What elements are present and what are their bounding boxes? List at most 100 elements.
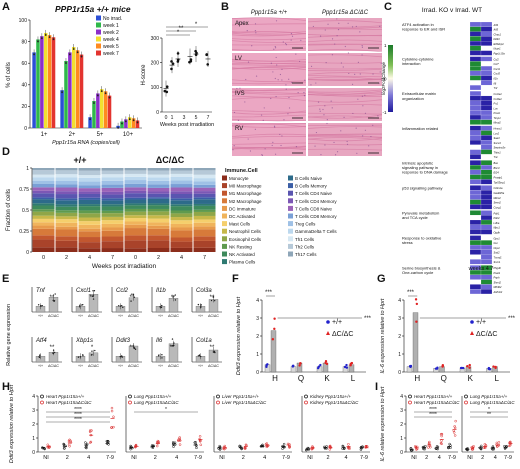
panel-h-heart-point: [110, 409, 114, 413]
panel-b-nucleus: [317, 101, 320, 103]
panel-a-legend-swatch: [96, 36, 101, 42]
panel-a-hscore-tick-label: 1: [171, 115, 174, 121]
panel-d-stacked-segment: [124, 211, 147, 216]
panel-d-group-label: +/+: [73, 155, 86, 165]
panel-c-heatmap-cell: [469, 80, 482, 86]
panel-f-category-label: K: [324, 374, 330, 383]
panel-g-ylabel: IL-6 expression relative to Hprt: [380, 298, 386, 373]
panel-d-stacked-segment: [147, 225, 170, 229]
panel-a-bar: [51, 37, 56, 128]
panel-c-heatmap-cell: [469, 61, 482, 67]
panel-h-lung-point: [198, 435, 202, 438]
panel-c-heatmap-cell: [480, 119, 493, 125]
panel-d-stacked-segment: [170, 230, 193, 238]
panel-a-legend-swatch: [96, 43, 101, 49]
panel-h-lung-point: [178, 437, 181, 441]
panel-f-bar: [270, 330, 277, 373]
panel-a-category-label: 1+: [41, 132, 48, 138]
panel-b-tissue-fiber: [307, 103, 383, 107]
panel-b-tissue-fiber: [231, 147, 307, 151]
panel-b-nucleus: [247, 138, 249, 140]
panel-d-legend-swatch: [288, 243, 293, 249]
panel-a-ylabel: % of cells: [6, 62, 12, 88]
panel-f-point: [265, 365, 268, 369]
panel-d-stacked-segment: [32, 170, 55, 175]
panel-e-point: [122, 306, 124, 309]
panel-b-nucleus: [303, 95, 306, 97]
panel-c-pathway-label: Response to oxidative: [402, 236, 442, 241]
panel-a-hscore-tick-label: 0: [165, 115, 168, 121]
panel-d-legend-swatch: [222, 259, 227, 265]
panel-d-legend-label: M0 Macrophage: [229, 184, 262, 189]
panel-e-gene-label: Cxcl1: [76, 288, 91, 294]
panel-d-stacked-segment: [32, 174, 55, 178]
panel-c-heatmap-cell: [480, 61, 493, 67]
panel-b-nucleus: [319, 110, 321, 112]
panel-a-point: [124, 120, 127, 123]
panel-a-point: [104, 92, 107, 95]
panel-b-nucleus: [275, 95, 277, 98]
panel-b-tissue-fiber: [307, 61, 383, 64]
panel-a-y-tick-label: 0: [24, 126, 27, 132]
panel-h-kidney-legend-label: Kidney Ppp1r15a+/+: [310, 394, 351, 399]
panel-c-heatmap-cell: [469, 210, 482, 216]
panel-d-stacked-segment: [170, 210, 193, 214]
panel-b-nucleus: [281, 68, 283, 70]
panel-c-heatmap-cell: [469, 244, 482, 250]
panel-b-nucleus: [255, 75, 258, 77]
panel-b-nucleus: [273, 125, 276, 127]
panel-g-point: [415, 320, 418, 323]
panel-d-stacked-segment: [170, 213, 193, 218]
panel-d-legend-swatch: [288, 198, 293, 204]
panel-c-gene-label: Ppp1r15a: [494, 51, 506, 55]
panel-d-stacked-segment: [78, 204, 101, 207]
panel-d-category-label: 0: [134, 255, 137, 261]
panel-e-point: [52, 352, 55, 355]
panel-b-nucleus: [279, 133, 281, 136]
panel-d-stacked-segment: [193, 170, 216, 175]
panel-d-legend-swatch: [288, 190, 293, 196]
panel-c-heatmap-cell: [480, 50, 493, 56]
panel-e-category-label: ΔC/ΔC: [208, 314, 219, 318]
panel-d-stacked-segment: [124, 168, 147, 171]
panel-d-y-tick-label: 0.75: [19, 187, 29, 193]
panel-d-stacked-segment: [32, 203, 55, 206]
panel-i-lung-sig-label: *: [488, 407, 490, 413]
panel-a-point: [80, 55, 83, 58]
panel-e-point: [200, 305, 202, 307]
panel-letter-D: D: [2, 146, 10, 158]
panel-i-heart-legend-marker: [408, 400, 412, 405]
panel-b-tissue-fiber: [231, 79, 307, 83]
panel-a-point: [33, 53, 35, 56]
panel-b-row-label: RV: [235, 126, 243, 132]
panel-d-stacked-segment: [193, 229, 216, 237]
panel-a-bar: [131, 118, 136, 128]
panel-letter-I: I: [375, 381, 378, 393]
panel-c-heatmap-cell: [480, 21, 493, 27]
panel-h-heart-point: [106, 439, 110, 443]
panel-b-nucleus: [297, 92, 299, 94]
panel-b-nucleus: [261, 154, 264, 156]
panel-f-legend-marker: [326, 331, 330, 335]
panel-d-stacked-segment: [124, 199, 147, 204]
panel-c-heatmap-cell: [469, 21, 482, 27]
panel-b-nucleus: [351, 83, 354, 85]
panel-d-stacked-segment: [170, 176, 193, 181]
panel-c-heatmap-cell: [469, 56, 482, 62]
panel-c-gene-label: Lcn2: [494, 131, 500, 135]
panel-b-nucleus: [288, 107, 291, 109]
panel-g-legend-label: +/+: [476, 319, 486, 326]
panel-f-point: [343, 365, 347, 369]
panel-e-gene-label: Atf4: [35, 338, 47, 344]
panel-h-lung-legend-marker: [128, 400, 132, 405]
panel-f-legend-marker: [326, 320, 330, 324]
panel-letter-F: F: [232, 273, 239, 285]
panel-c-heatmap-cell: [469, 240, 482, 246]
panel-b-nucleus: [281, 79, 283, 81]
panel-e-point: [79, 304, 81, 306]
panel-g-point: [436, 366, 439, 369]
panel-d-legend-label: Th17 Cells: [295, 252, 317, 257]
panel-d-stacked-segment: [101, 170, 124, 175]
panel-h-heart-point: [85, 445, 88, 448]
panel-c-heatmap-cell: [469, 45, 482, 51]
